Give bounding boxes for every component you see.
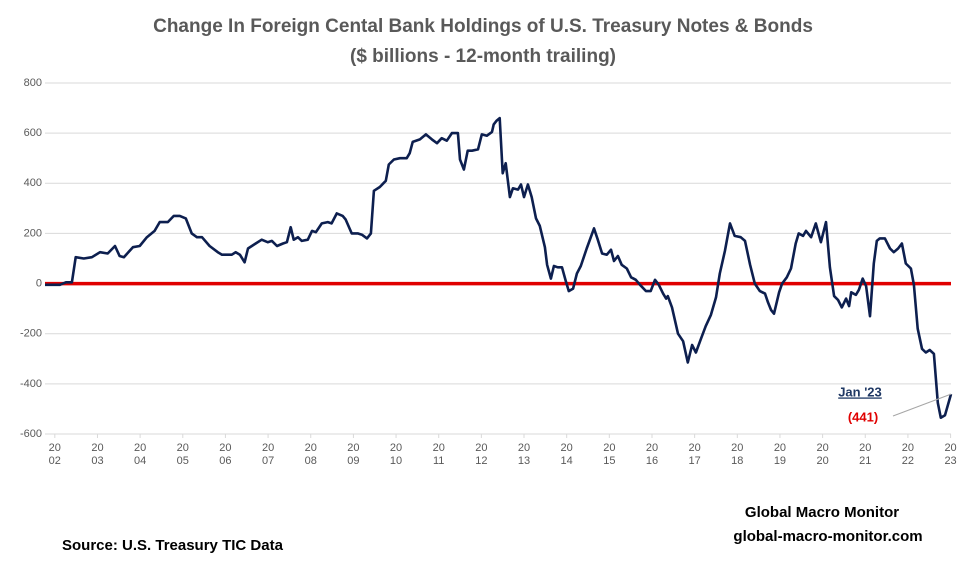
annotation-value: (441) (848, 409, 878, 424)
x-tick-label: 2011 (432, 442, 445, 467)
x-tick-label: 2002 (48, 442, 61, 467)
credit-url: global-macro-monitor.com (733, 528, 922, 545)
x-tick-label: 2008 (304, 442, 317, 467)
x-tick-label: 2018 (731, 442, 744, 467)
x-tick-label: 2016 (645, 442, 659, 467)
y-tick-label: 800 (24, 77, 42, 89)
x-tick-label: 2017 (688, 442, 701, 467)
x-tick-label: 2005 (176, 442, 189, 467)
y-tick-label: 0 (36, 277, 42, 289)
x-tick-label: 2003 (91, 442, 104, 467)
x-tick-label: 2019 (773, 442, 787, 467)
data-line (45, 116, 953, 419)
annotation-leader (892, 393, 952, 417)
x-tick-label: 2012 (475, 442, 488, 467)
annotation-date: Jan '23 (838, 384, 882, 399)
x-tick-label: 2004 (133, 442, 147, 467)
chart-title: Change In Foreign Cental Bank Holdings o… (153, 16, 813, 37)
x-tick-label: 2010 (389, 442, 403, 467)
y-tick-label: -200 (20, 328, 42, 340)
y-tick-label: 200 (24, 227, 42, 239)
x-tick-label: 2007 (261, 442, 275, 467)
x-tick-label: 2013 (517, 442, 531, 467)
y-tick-label: 600 (24, 127, 42, 139)
x-tick-label: 2015 (603, 442, 616, 467)
x-tick-label: 2023 (944, 442, 957, 467)
y-tick-label: -600 (20, 428, 42, 440)
x-tick-label: 2022 (901, 442, 915, 467)
source: Source: U.S. Treasury TIC Data (62, 537, 284, 554)
x-tick-label: 2014 (560, 442, 573, 467)
chart-subtitle: ($ billions - 12-month trailing) (350, 46, 616, 67)
x-tick-label: 2006 (219, 442, 232, 467)
y-tick-label: 400 (24, 177, 42, 189)
x-tick-label: 2020 (816, 442, 829, 467)
x-tick-label: 2009 (347, 442, 360, 467)
x-tick-label: 2021 (859, 442, 872, 467)
y-tick-label: -400 (20, 378, 42, 390)
credit: Global Macro Monitor (745, 504, 899, 521)
